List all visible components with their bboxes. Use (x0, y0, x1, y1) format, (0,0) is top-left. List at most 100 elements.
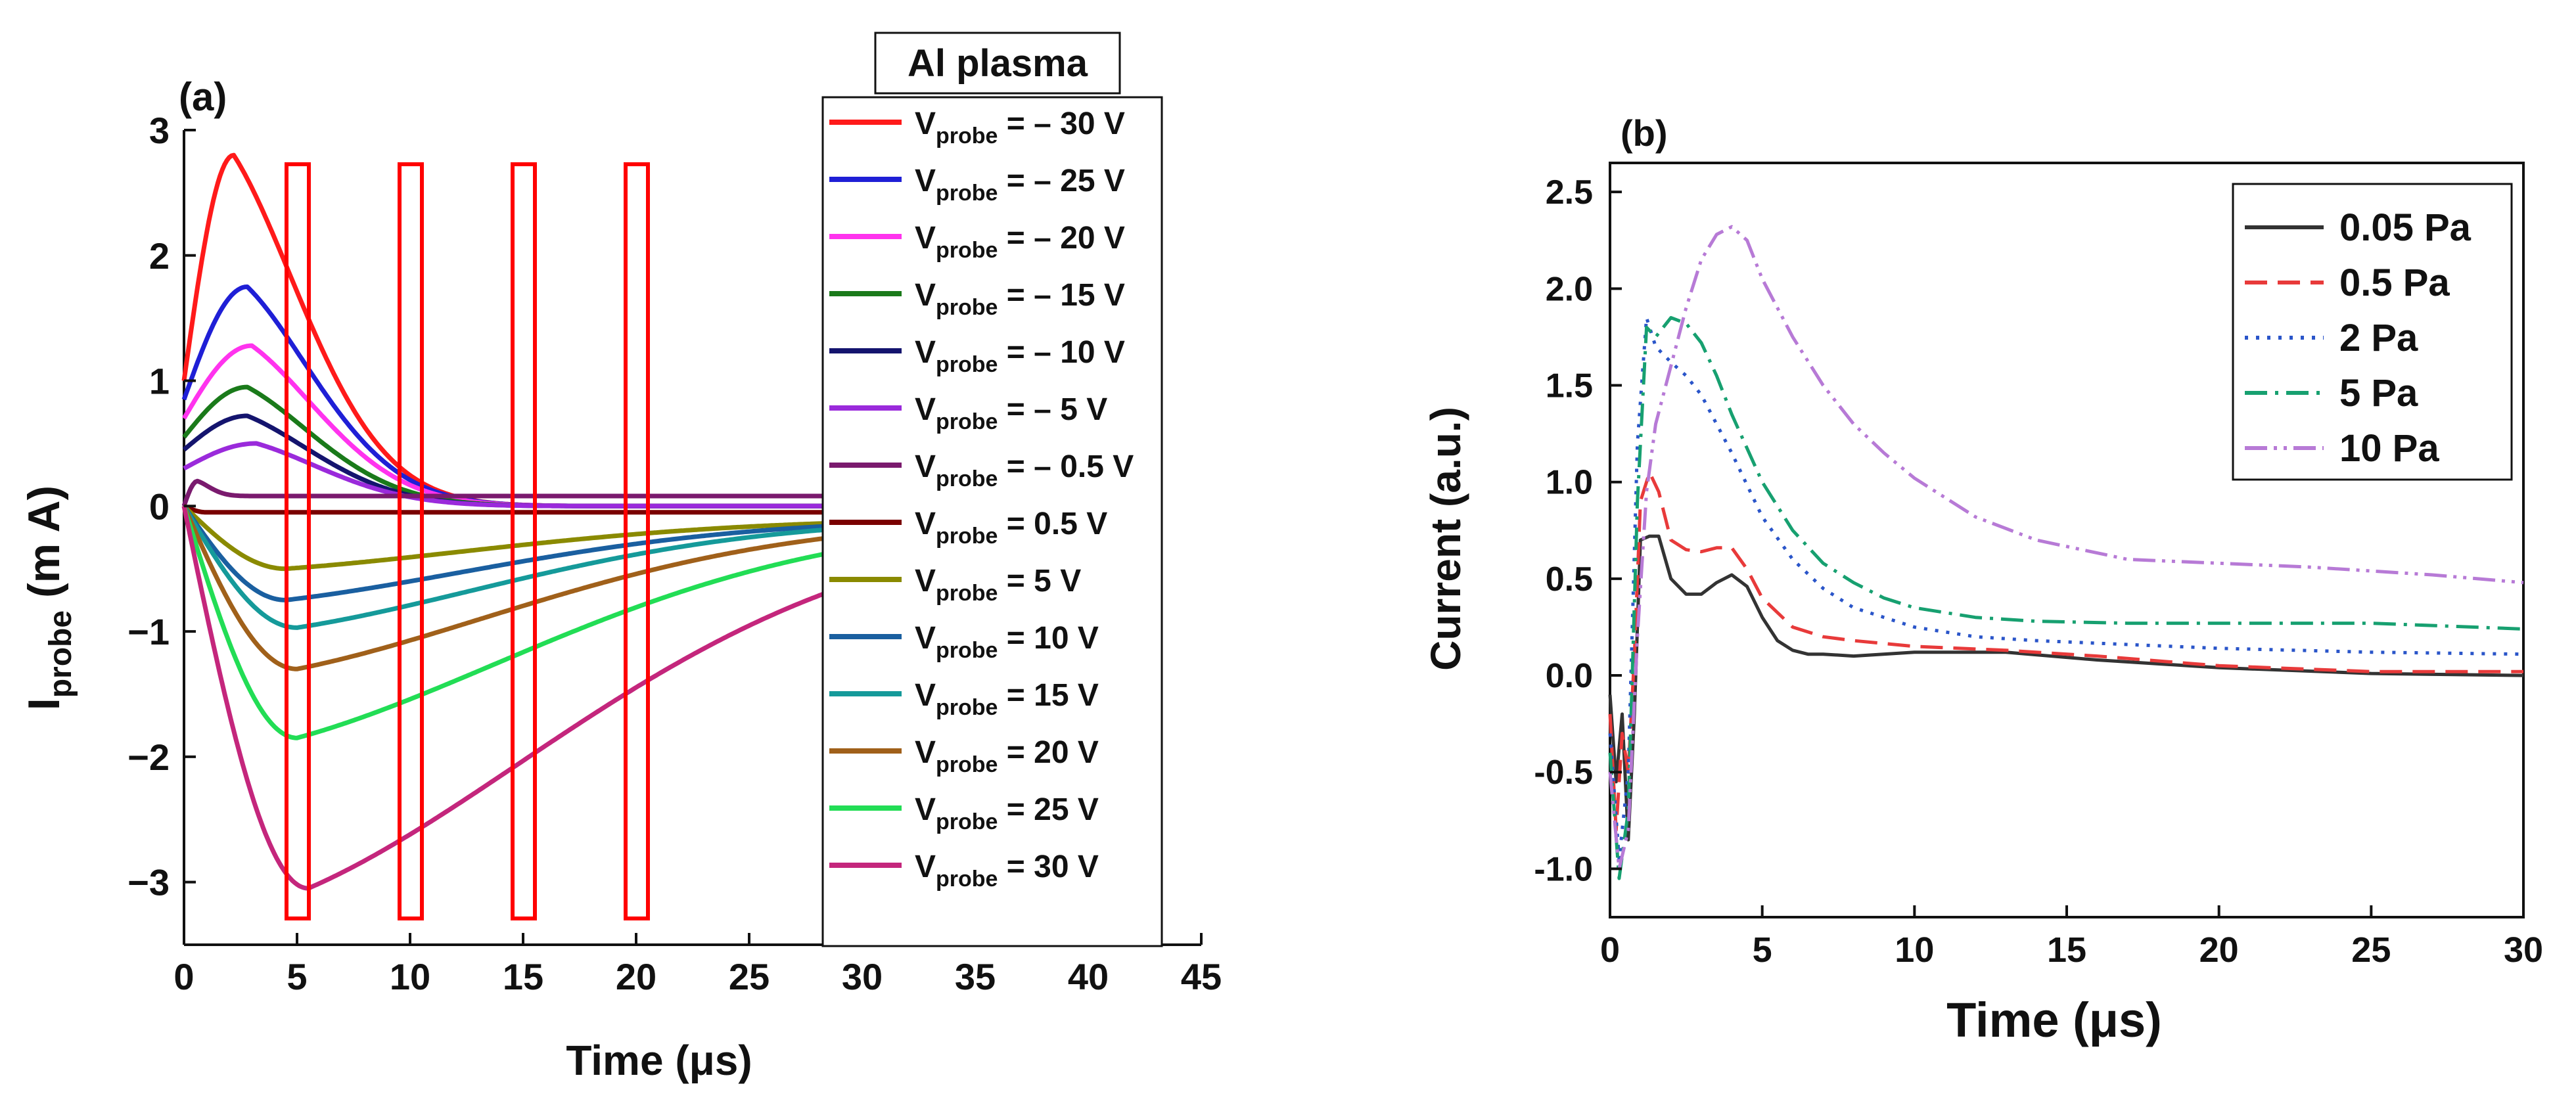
series-line-14 (181, 505, 863, 891)
legend-label-value: = – 20 V (998, 221, 1124, 256)
legend-item: Vprobe = 25 V (829, 792, 1099, 834)
legend-label-value: = – 5 V (998, 392, 1107, 427)
legend-item: Vprobe = 0.5 V (829, 507, 1107, 549)
panel-b-label: (b) (1621, 112, 1668, 154)
x-tick-label: 30 (2504, 930, 2543, 970)
legend-label: Vprobe = – 15 V (915, 278, 1125, 320)
chart-b-x-axis-label: Time (μs) (1946, 993, 2162, 1047)
chart-a-x-axis-label: Time (μs) (566, 1037, 752, 1084)
x-tick-label: 25 (2351, 930, 2391, 970)
legend-label-value: = 30 V (998, 849, 1098, 884)
legend-label-v: V (915, 392, 936, 427)
legend-label-v: V (915, 792, 936, 827)
legend-label: Vprobe = 25 V (915, 792, 1099, 834)
chart-a-series (181, 152, 863, 891)
legend-item: 2 Pa (2245, 317, 2418, 359)
chart-b-x-ticks: 0 5 10 15 20 25 30 (1600, 905, 2543, 970)
y-tick-label: −2 (127, 736, 170, 778)
legend-label-sub: probe (936, 124, 998, 148)
legend-item: Vprobe = – 10 V (829, 335, 1125, 377)
series-line-8 (183, 504, 863, 515)
highlight-box-5us (285, 162, 311, 920)
x-tick-label: 20 (616, 956, 656, 997)
legend-item: Vprobe = 10 V (829, 621, 1099, 663)
legend-label-v: V (915, 621, 936, 656)
series-line-1 (1608, 534, 2524, 842)
legend-label: Vprobe = 10 V (915, 621, 1099, 663)
legend-label-value: = 25 V (998, 792, 1098, 827)
legend-label: 2 Pa (2339, 317, 2418, 359)
chart-a-y-ticks: 3 2 1 0 −1 −2 −3 (127, 110, 196, 903)
x-tick-label: 10 (1895, 930, 1934, 970)
legend-label-v: V (915, 564, 936, 599)
legend-label-value: = 0.5 V (998, 507, 1107, 541)
y-tick-label: 1.5 (1546, 367, 1593, 405)
legend-label: Vprobe = – 25 V (915, 164, 1125, 206)
legend-label-value: = 15 V (998, 678, 1098, 713)
y-tick-label: -1.0 (1534, 850, 1593, 888)
legend-label-v: V (915, 164, 936, 198)
x-tick-label: 30 (842, 956, 883, 997)
chart-b-y-axis-label: Current (a.u.) (1422, 407, 1469, 671)
x-tick-label: 40 (1068, 956, 1109, 997)
legend-label: 5 Pa (2339, 372, 2418, 415)
chart-b-legend-entries: 0.05 Pa 0.5 Pa 2 Pa 5 Pa 10 Pa (2245, 206, 2472, 470)
highlight-box-10us (398, 162, 424, 920)
legend-label-sub: probe (936, 181, 998, 206)
legend-item: 10 Pa (2245, 427, 2439, 470)
y-tick-label: 0.0 (1546, 657, 1593, 695)
series-line-12 (181, 505, 863, 671)
legend-item: Vprobe = 5 V (829, 564, 1081, 606)
series-line-6 (183, 441, 863, 509)
legend-label: Vprobe = 30 V (915, 849, 1099, 892)
x-tick-label: 15 (503, 956, 543, 997)
chart-b-legend (2232, 183, 2513, 481)
y-tick-label: 2 (149, 235, 170, 277)
legend-label-sub: probe (936, 409, 998, 434)
y-tick-label: 1 (149, 361, 170, 402)
series-line-11 (181, 505, 863, 630)
chart-b-series (1608, 225, 2524, 880)
series-line-3 (1608, 316, 2524, 861)
legend-label: Vprobe = – 0.5 V (915, 449, 1134, 491)
legend-label-value: = 10 V (998, 621, 1098, 656)
legend-label: Vprobe = 0.5 V (915, 507, 1107, 549)
y-tick-label: 1.0 (1546, 464, 1593, 502)
legend-label-sub: probe (936, 809, 998, 834)
chart-a-title-box (874, 32, 1121, 95)
legend-label-v: V (915, 221, 936, 256)
legend-label-sub: probe (936, 752, 998, 777)
legend-label-value: = – 30 V (998, 106, 1124, 141)
legend-label-sub: probe (936, 524, 998, 549)
panel-a-label: (a) (179, 75, 227, 119)
legend-item: Vprobe = 20 V (829, 735, 1099, 777)
y-tick-label: 2.0 (1546, 270, 1593, 308)
chart-a-y-label-sub: probe (43, 610, 78, 698)
chart-b: (b) 0 5 10 15 20 25 30 2.5 2.0 1.5 1.0 0.5 0.0 -0.5 -… (1422, 112, 2543, 1047)
legend-label-value: = – 15 V (998, 278, 1124, 313)
legend-label: Vprobe = 5 V (915, 564, 1081, 606)
legend-label: Vprobe = – 10 V (915, 335, 1125, 377)
y-tick-label: −3 (127, 862, 170, 903)
y-tick-label: 0.5 (1546, 560, 1593, 599)
series-line-2 (1608, 470, 2523, 832)
legend-label-sub: probe (936, 581, 998, 606)
legend-label-v: V (915, 278, 936, 313)
legend-label-sub: probe (936, 638, 998, 663)
chart-b-y-ticks: 2.5 2.0 1.5 1.0 0.5 0.0 -0.5 -1.0 (1534, 173, 1622, 888)
legend-label-value: = 20 V (998, 735, 1098, 770)
legend-label: 10 Pa (2339, 427, 2439, 470)
legend-item: 0.5 Pa (2245, 261, 2450, 304)
x-tick-label: 0 (173, 956, 194, 997)
legend-label-value: = – 0.5 V (998, 449, 1134, 484)
y-tick-label: 2.5 (1546, 173, 1593, 212)
x-tick-label: 5 (1753, 930, 1772, 970)
legend-label: Vprobe = – 5 V (915, 392, 1107, 434)
legend-item: Vprobe = 15 V (829, 678, 1099, 720)
legend-label-sub: probe (936, 295, 998, 320)
legend-label: Vprobe = 15 V (915, 678, 1099, 720)
legend-item: Vprobe = – 15 V (829, 278, 1125, 320)
legend-label: Vprobe = – 20 V (915, 221, 1125, 263)
